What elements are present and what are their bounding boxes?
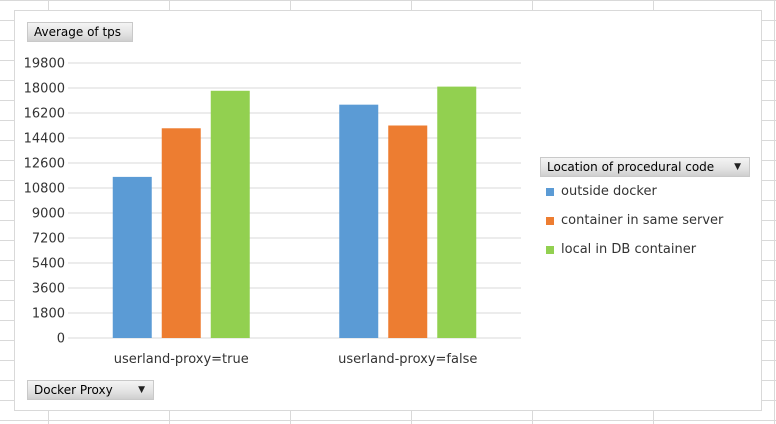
axis-field-label: Docker Proxy: [34, 383, 113, 397]
bar: [388, 125, 428, 338]
legend-label: local in DB container: [561, 242, 697, 257]
dropdown-arrow-icon[interactable]: ▼: [734, 162, 741, 172]
y-tick-label: 12600: [24, 157, 65, 172]
y-tick-label: 16200: [24, 107, 65, 122]
x-category-label: userland-proxy=true: [114, 352, 249, 367]
legend-swatch: [546, 217, 554, 225]
y-tick-label: 3600: [32, 282, 65, 297]
legend-label: container in same server: [561, 213, 724, 228]
value-field-button[interactable]: Average of tps: [27, 22, 133, 42]
dropdown-arrow-icon[interactable]: ▼: [138, 385, 145, 395]
legend-item[interactable]: container in same server: [546, 212, 756, 241]
chart-plot: 0 1800 3600 5400 7200 9000 10800 12600 14400 1620…: [24, 57, 521, 367]
y-tick-label: 7200: [32, 232, 65, 247]
legend-swatch: [546, 246, 554, 254]
chart-legend: outside docker container in same server lo…: [546, 183, 756, 270]
bar: [112, 176, 152, 338]
y-tick-label: 1800: [32, 307, 65, 322]
y-tick-label: 0: [57, 332, 65, 347]
legend-swatch: [546, 188, 554, 196]
bar: [339, 104, 379, 339]
y-tick-label: 19800: [24, 57, 65, 72]
y-tick-label: 9000: [32, 207, 65, 222]
value-field-label: Average of tps: [34, 25, 122, 39]
legend-field-button[interactable]: Location of procedural code ▼: [540, 157, 750, 177]
y-tick-label: 14400: [24, 132, 65, 147]
bar: [210, 90, 250, 339]
chart-area: Average of tps 0 1800 3600 5400 7200 9000 1080…: [14, 10, 762, 411]
x-category-label: userland-proxy=false: [338, 352, 477, 367]
y-tick-label: 5400: [32, 257, 65, 272]
legend-field-label: Location of procedural code: [547, 160, 715, 174]
legend-label: outside docker: [561, 184, 657, 199]
legend-item[interactable]: outside docker: [546, 183, 756, 212]
bar: [437, 86, 477, 338]
axis-field-button[interactable]: Docker Proxy ▼: [27, 380, 154, 400]
y-tick-label: 18000: [24, 82, 65, 97]
y-tick-label: 10800: [24, 182, 65, 197]
bar: [161, 128, 201, 338]
legend-item[interactable]: local in DB container: [546, 241, 756, 270]
